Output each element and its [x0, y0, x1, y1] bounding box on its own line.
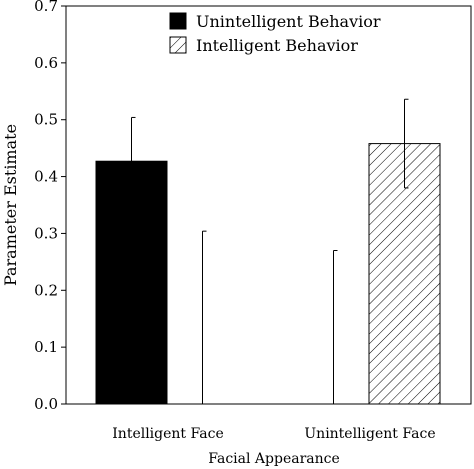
legend: Unintelligent Behavior Intelligent Behav…: [169, 12, 381, 55]
y-axis-ticks: 0.0 0.1 0.2 0.3 0.4 0.5 0.6 0.7: [34, 0, 66, 413]
plot-frame: [65, 5, 472, 405]
y-tick-label: 0.5: [34, 111, 58, 129]
y-tick-label: 0.1: [34, 338, 58, 356]
y-tick-label: 0.7: [34, 0, 58, 15]
legend-swatch-intelligent-behavior: [169, 36, 187, 54]
legend-swatch-unintelligent-behavior: [169, 12, 187, 30]
y-tick-label: 0.6: [34, 54, 58, 72]
y-tick-label: 0.2: [34, 281, 58, 299]
error-bars: [131, 98, 409, 404]
x-tick-label: Intelligent Face: [112, 426, 223, 442]
y-tick-label: 0.0: [34, 395, 58, 413]
bars: [95, 143, 441, 405]
y-axis-label: Parameter Estimate: [1, 124, 20, 286]
bar-unintelligent-behavior-0: [95, 160, 168, 405]
y-tick-label: 0.3: [34, 224, 58, 242]
legend-label-unintelligent-behavior: Unintelligent Behavior: [196, 12, 381, 31]
legend-label-intelligent-behavior: Intelligent Behavior: [196, 36, 358, 55]
x-tick-label: Unintelligent Face: [304, 426, 435, 442]
y-tick-label: 0.4: [34, 168, 58, 186]
x-axis-label: Facial Appearance: [208, 451, 340, 467]
plot-area: [65, 5, 472, 405]
x-axis-ticks: Intelligent Face Unintelligent Face: [112, 426, 435, 442]
bar-intelligent-behavior-1: [368, 143, 441, 405]
